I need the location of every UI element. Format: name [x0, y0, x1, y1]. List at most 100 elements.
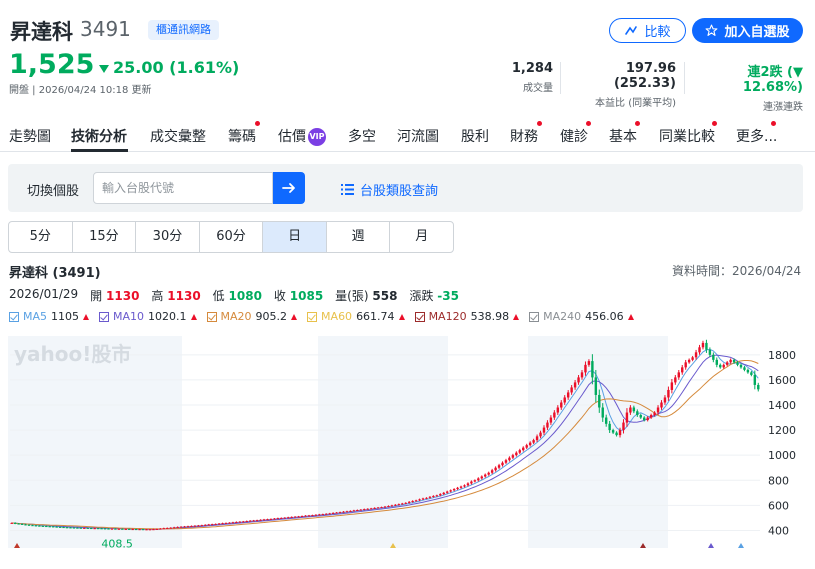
candle-body [404, 502, 407, 504]
candle-body [556, 407, 560, 413]
candle-body [176, 526, 179, 528]
ma-legend: MA5 1105 MA10 1020.1 MA20 905.2 MA60 661.74 … [9, 310, 634, 323]
candle-body [632, 407, 636, 412]
candle-body [563, 397, 566, 403]
candle-body [207, 524, 210, 526]
candle-body [172, 527, 176, 529]
compare-button[interactable]: 比較 [609, 18, 686, 43]
period-5min[interactable]: 5分 [9, 222, 73, 252]
up-triangle-icon [513, 313, 520, 320]
event-marker [738, 543, 744, 548]
stock-search-input[interactable] [93, 172, 273, 204]
ohlc-high: 高 1130 [151, 287, 200, 304]
close-value: 1085 [289, 289, 324, 303]
candle-body [687, 359, 691, 363]
candle-body [473, 480, 477, 482]
candle-body [141, 529, 145, 531]
candle-body [335, 512, 338, 514]
candle-body [736, 362, 739, 365]
low-value: 1080 [228, 289, 262, 303]
candle-body [622, 422, 625, 431]
candle-body [318, 514, 321, 516]
change-value: -35 [437, 289, 459, 303]
period-day[interactable]: 日 [263, 222, 327, 252]
period-week[interactable]: 週 [327, 222, 391, 252]
tab-dividend[interactable]: 股利 [461, 129, 489, 145]
search-submit-button[interactable] [273, 172, 305, 204]
candle-body [452, 489, 456, 491]
tab-financial[interactable]: 財務 [510, 129, 538, 145]
up-triangle-icon [627, 313, 634, 320]
add-watchlist-button[interactable]: 加入自選股 [692, 18, 803, 43]
candle-body [708, 349, 712, 355]
period-60min[interactable]: 60分 [200, 222, 264, 252]
checkbox-icon [206, 311, 217, 322]
candle-body [484, 474, 487, 477]
ma-value: 1105 [51, 310, 80, 323]
tab-technical[interactable]: 技術分析 [71, 129, 127, 145]
candle-body [670, 382, 674, 390]
candle-body [283, 517, 286, 519]
candle-body [83, 527, 86, 529]
candle-body [166, 527, 169, 529]
candle-body [48, 526, 51, 528]
ma60-toggle[interactable]: MA60 661.74 [307, 310, 405, 323]
tab-peer-compare[interactable]: 同業比較 [659, 129, 715, 145]
candle-body [591, 361, 594, 378]
tab-health-check[interactable]: 健診 [560, 129, 588, 145]
candle-body [304, 515, 307, 517]
candle-body [287, 517, 290, 519]
up-triangle-icon [398, 313, 405, 320]
event-marker [640, 543, 646, 548]
ohlc-volume: 量(張) 558 [335, 287, 397, 304]
candle-body [487, 472, 490, 475]
tab-more[interactable]: 更多... [736, 129, 778, 145]
candle-body [528, 442, 532, 446]
candle-body [134, 529, 138, 531]
period-month[interactable]: 月 [415, 229, 429, 244]
tab-long-short[interactable]: 多空 [348, 129, 376, 145]
notification-dot [635, 121, 640, 126]
candle-body [456, 487, 459, 490]
ma5-toggle[interactable]: MA5 1105 [9, 310, 90, 323]
ma10-toggle[interactable]: MA10 1020.1 [99, 310, 197, 323]
tab-river-chart[interactable]: 河流圖 [397, 129, 439, 145]
candle-body [325, 513, 328, 515]
y-tick-label: 400 [768, 524, 789, 537]
tab-basic[interactable]: 基本 [609, 129, 637, 145]
sector-query-link[interactable]: 台股類股查詢 [341, 180, 438, 199]
candle-body [643, 417, 646, 421]
tab-chips[interactable]: 籌碼 [228, 129, 256, 145]
candlestick-chart[interactable]: yahoo!股市 1800 1600 1400 1200 1000 800 600 400 1… [8, 331, 803, 551]
candle-body [432, 495, 435, 497]
ma20-toggle[interactable]: MA20 905.2 [206, 310, 298, 323]
open-value: 1130 [106, 289, 140, 303]
tab-valuation[interactable]: 估價 VIP [278, 126, 326, 146]
tab-summary[interactable]: 成交彙整 [150, 129, 206, 145]
candle-body [79, 527, 83, 529]
candle-body [525, 445, 528, 448]
period-30min[interactable]: 30分 [136, 222, 200, 252]
tab-trend[interactable]: 走勢圖 [9, 129, 51, 145]
candle-body [262, 519, 266, 521]
period-15min[interactable]: 15分 [73, 222, 137, 252]
candle-body [152, 529, 155, 531]
candle-body [210, 524, 214, 526]
stat-volume-label: 成交量 [523, 83, 553, 94]
candle-body [41, 525, 45, 527]
candle-body [746, 369, 750, 373]
candle-body [753, 374, 757, 385]
candle-body [515, 452, 518, 456]
max-price-label: 1895 [687, 331, 715, 334]
candle-body [411, 500, 414, 502]
candle-body [625, 412, 629, 423]
candle-body [414, 500, 418, 502]
candle-body [522, 447, 525, 451]
ma120-toggle[interactable]: MA120 538.98 [414, 310, 520, 323]
candle-body [490, 470, 494, 473]
switch-stock-label: 切換個股 [27, 184, 80, 199]
candle-body [629, 407, 632, 413]
ma240-toggle[interactable]: MA240 456.06 [529, 310, 634, 323]
candle-body [300, 516, 304, 518]
industry-tag[interactable]: 櫃通訊網路 [148, 20, 219, 40]
